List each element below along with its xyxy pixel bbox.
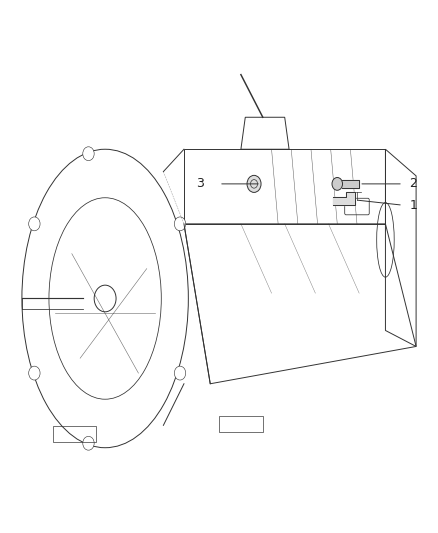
Circle shape	[83, 147, 94, 160]
Circle shape	[28, 366, 40, 380]
Circle shape	[174, 217, 186, 231]
Text: 3: 3	[196, 177, 204, 190]
Text: 2: 2	[410, 177, 417, 190]
Polygon shape	[333, 192, 355, 205]
Circle shape	[174, 366, 186, 380]
Circle shape	[247, 175, 261, 192]
Circle shape	[83, 437, 94, 450]
Circle shape	[332, 177, 343, 190]
Text: 1: 1	[410, 199, 417, 212]
Circle shape	[28, 217, 40, 231]
Polygon shape	[342, 180, 359, 188]
